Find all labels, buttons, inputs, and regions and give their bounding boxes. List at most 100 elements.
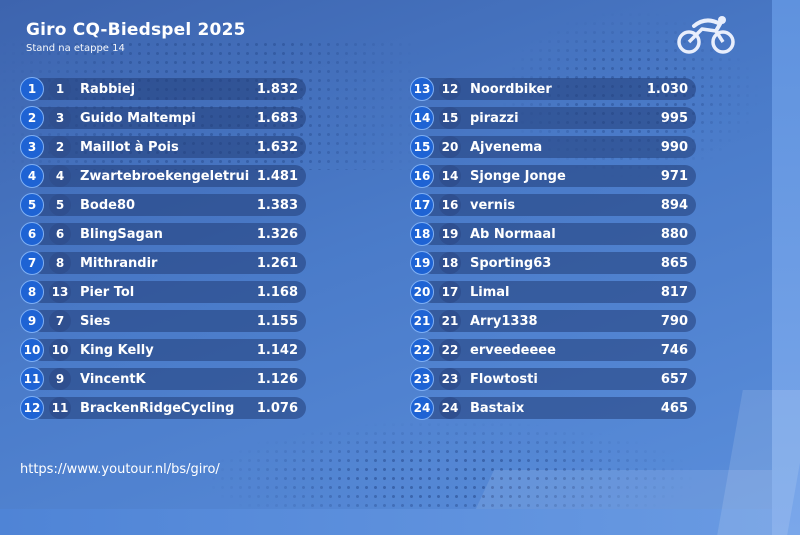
- rank-badge: 21: [410, 309, 434, 333]
- row-background: [30, 339, 306, 361]
- standings-row: 17 16 vernis 894: [410, 193, 696, 217]
- player-name: Flowtosti: [470, 371, 538, 387]
- rank-badge: 5: [20, 193, 44, 217]
- rank-badge: 22: [410, 338, 434, 362]
- player-name: BlingSagan: [80, 226, 163, 242]
- previous-rank-badge: 1: [49, 78, 71, 100]
- previous-rank-badge: 18: [439, 252, 461, 274]
- player-name: Sjonge Jonge: [470, 168, 566, 184]
- standings-row: 8 13 Pier Tol 1.168: [20, 280, 306, 304]
- header: Giro CQ-Biedspel 2025 Stand na etappe 14: [26, 20, 246, 54]
- decorative-panel: [717, 390, 800, 535]
- rank-badge: 18: [410, 222, 434, 246]
- previous-rank-badge: 11: [49, 397, 71, 419]
- previous-rank-badge: 17: [439, 281, 461, 303]
- standings-row: 9 7 Sies 1.155: [20, 309, 306, 333]
- player-points: 1.155: [256, 313, 298, 329]
- previous-rank-badge: 21: [439, 310, 461, 332]
- previous-rank-badge: 5: [49, 194, 71, 216]
- standings-row: 1 1 Rabbiej 1.832: [20, 77, 306, 101]
- decorative-stripe: [466, 470, 794, 530]
- row-background: [30, 223, 306, 245]
- standings-row: 21 21 Arry1338 790: [410, 309, 696, 333]
- previous-rank-badge: 19: [439, 223, 461, 245]
- player-points: 865: [660, 255, 688, 271]
- rank-badge: 6: [20, 222, 44, 246]
- previous-rank-badge: 6: [49, 223, 71, 245]
- rank-badge: 15: [410, 135, 434, 159]
- standings-row: 3 2 Maillot à Pois 1.632: [20, 135, 306, 159]
- row-background: [30, 368, 306, 390]
- standings-row: 11 9 VincentK 1.126: [20, 367, 306, 391]
- player-points: 1.142: [256, 342, 298, 358]
- previous-rank-badge: 20: [439, 136, 461, 158]
- standings-row: 2 3 Guido Maltempi 1.683: [20, 106, 306, 130]
- rank-badge: 24: [410, 396, 434, 420]
- player-name: Arry1338: [470, 313, 538, 329]
- row-background: [420, 368, 696, 390]
- player-name: Noordbiker: [470, 81, 552, 97]
- rank-badge: 10: [20, 338, 44, 362]
- rank-badge: 23: [410, 367, 434, 391]
- previous-rank-badge: 14: [439, 165, 461, 187]
- rank-badge: 2: [20, 106, 44, 130]
- standings-row: 23 23 Flowtosti 657: [410, 367, 696, 391]
- standings-row: 4 4 Zwartebroekengeletrui 1.481: [20, 164, 306, 188]
- row-background: [420, 281, 696, 303]
- player-name: Rabbiej: [80, 81, 136, 97]
- standings-row: 20 17 Limal 817: [410, 280, 696, 304]
- row-background: [420, 107, 696, 129]
- standings-row: 13 12 Noordbiker 1.030: [410, 77, 696, 101]
- rank-badge: 8: [20, 280, 44, 304]
- rank-badge: 14: [410, 106, 434, 130]
- player-name: Mithrandir: [80, 255, 158, 271]
- previous-rank-badge: 13: [49, 281, 71, 303]
- player-name: Maillot à Pois: [80, 139, 179, 155]
- row-background: [420, 397, 696, 419]
- row-background: [30, 136, 306, 158]
- rank-badge: 20: [410, 280, 434, 304]
- row-background: [30, 397, 306, 419]
- previous-rank-badge: 2: [49, 136, 71, 158]
- player-name: Limal: [470, 284, 510, 300]
- player-name: Sies: [80, 313, 111, 329]
- page-subtitle: Stand na etappe 14: [26, 43, 125, 54]
- row-background: [420, 310, 696, 332]
- standings-row: 12 11 BrackenRidgeCycling 1.076: [20, 396, 306, 420]
- rank-badge: 11: [20, 367, 44, 391]
- row-background: [420, 223, 696, 245]
- row-background: [420, 339, 696, 361]
- player-points: 657: [660, 371, 688, 387]
- rank-badge: 7: [20, 251, 44, 275]
- player-points: 465: [660, 400, 688, 416]
- row-background: [30, 165, 306, 187]
- player-points: 1.326: [256, 226, 298, 242]
- player-name: Ajvenema: [470, 139, 543, 155]
- player-name: Guido Maltempi: [80, 110, 196, 126]
- standings-column-right: 13 12 Noordbiker 1.030 14 15 pirazzi 995 15 20 Ajv…: [410, 77, 696, 426]
- player-name: Sporting63: [470, 255, 552, 271]
- previous-rank-badge: 4: [49, 165, 71, 187]
- player-name: vernis: [470, 197, 516, 213]
- decorative-band: [772, 0, 800, 535]
- player-points: 1.168: [256, 284, 298, 300]
- player-name: King Kelly: [80, 342, 154, 358]
- player-name: Pier Tol: [80, 284, 135, 300]
- previous-rank-badge: 3: [49, 107, 71, 129]
- player-points: 746: [660, 342, 688, 358]
- footer-url[interactable]: https://www.youtour.nl/bs/giro/: [20, 462, 220, 477]
- player-name: VincentK: [80, 371, 146, 387]
- standings-row: 15 20 Ajvenema 990: [410, 135, 696, 159]
- rank-badge: 9: [20, 309, 44, 333]
- previous-rank-badge: 23: [439, 368, 461, 390]
- player-points: 894: [660, 197, 688, 213]
- player-points: 990: [660, 139, 688, 155]
- rank-badge: 1: [20, 77, 44, 101]
- page-title: Giro CQ-Biedspel 2025: [26, 20, 246, 40]
- player-points: 790: [660, 313, 688, 329]
- player-points: 1.383: [256, 197, 298, 213]
- row-background: [420, 78, 696, 100]
- cyclist-icon: [677, 16, 735, 54]
- previous-rank-badge: 22: [439, 339, 461, 361]
- previous-rank-badge: 10: [49, 339, 71, 361]
